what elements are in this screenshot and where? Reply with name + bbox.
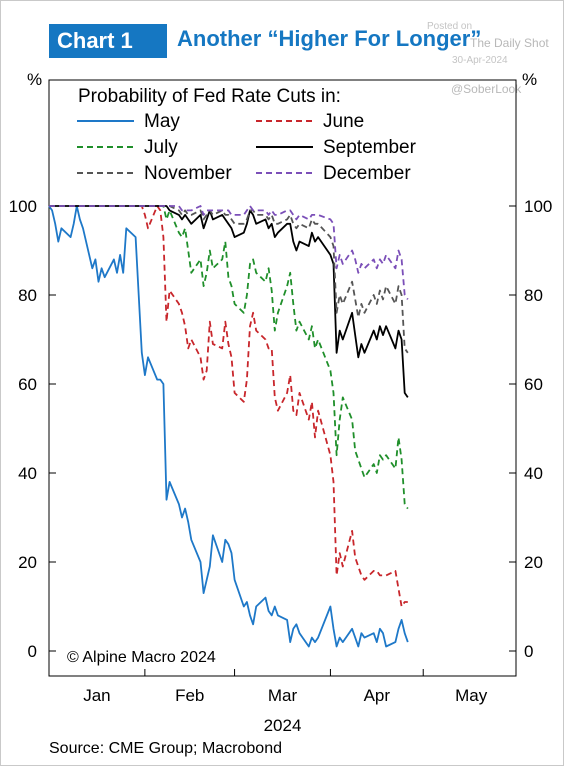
y-tick-label-right-0: 0 [524,642,533,661]
legend-title: Probability of Fed Rate Cuts in: [78,86,341,107]
y-tick-label-right-60: 60 [524,375,543,394]
legend-label-september: September [323,137,417,158]
series-line-july [49,205,409,510]
watermark-date: 30-Apr-2024 [452,55,508,66]
series-line-september [49,205,409,398]
legend-label-june: June [323,111,364,132]
series-line-november [49,205,409,354]
y-tick-label-left-80: 80 [18,286,37,305]
legend-label-july: July [144,137,178,158]
x-tick-label-mar: Mar [268,686,298,705]
y-tick-label-left-60: 60 [18,375,37,394]
legend-label-may: May [144,111,180,132]
series-line-may [48,205,409,648]
copyright-note: © Alpine Macro 2024 [67,649,216,666]
plot-area-border [48,79,517,677]
chart-title: Another “Higher For Longer” [177,26,482,51]
y-unit-right: % [522,70,538,89]
y-tick-label-left-40: 40 [18,464,37,483]
y-tick-label-left-20: 20 [18,553,37,572]
chart-number-badge: Chart 1 [49,24,167,58]
series-line-june [49,205,408,608]
x-tick-label-feb: Feb [175,686,204,705]
x-axis-label: 2024 [264,716,302,735]
x-tick-label-may: May [455,686,488,705]
y-tick-label-right-80: 80 [524,286,543,305]
y-tick-label-right-100: 100 [524,197,552,216]
x-tick-label-jan: Jan [83,686,110,705]
y-tick-label-right-40: 40 [524,464,543,483]
y-tick-label-right-20: 20 [524,553,543,572]
watermark-posted: Posted on [427,21,473,32]
source-note: Source: CME Group; Macrobond [49,740,282,757]
legend-label-december: December [323,163,411,184]
watermark-source: The Daily Shot [470,36,549,50]
x-tick-label-apr: Apr [364,686,391,705]
legend-label-november: November [144,163,232,184]
y-tick-label-left-100: 100 [9,197,37,216]
watermark-handle: @SoberLook [451,82,522,96]
y-tick-label-left-0: 0 [28,642,37,661]
series-line-december [49,205,409,300]
y-unit-left: % [27,70,43,89]
